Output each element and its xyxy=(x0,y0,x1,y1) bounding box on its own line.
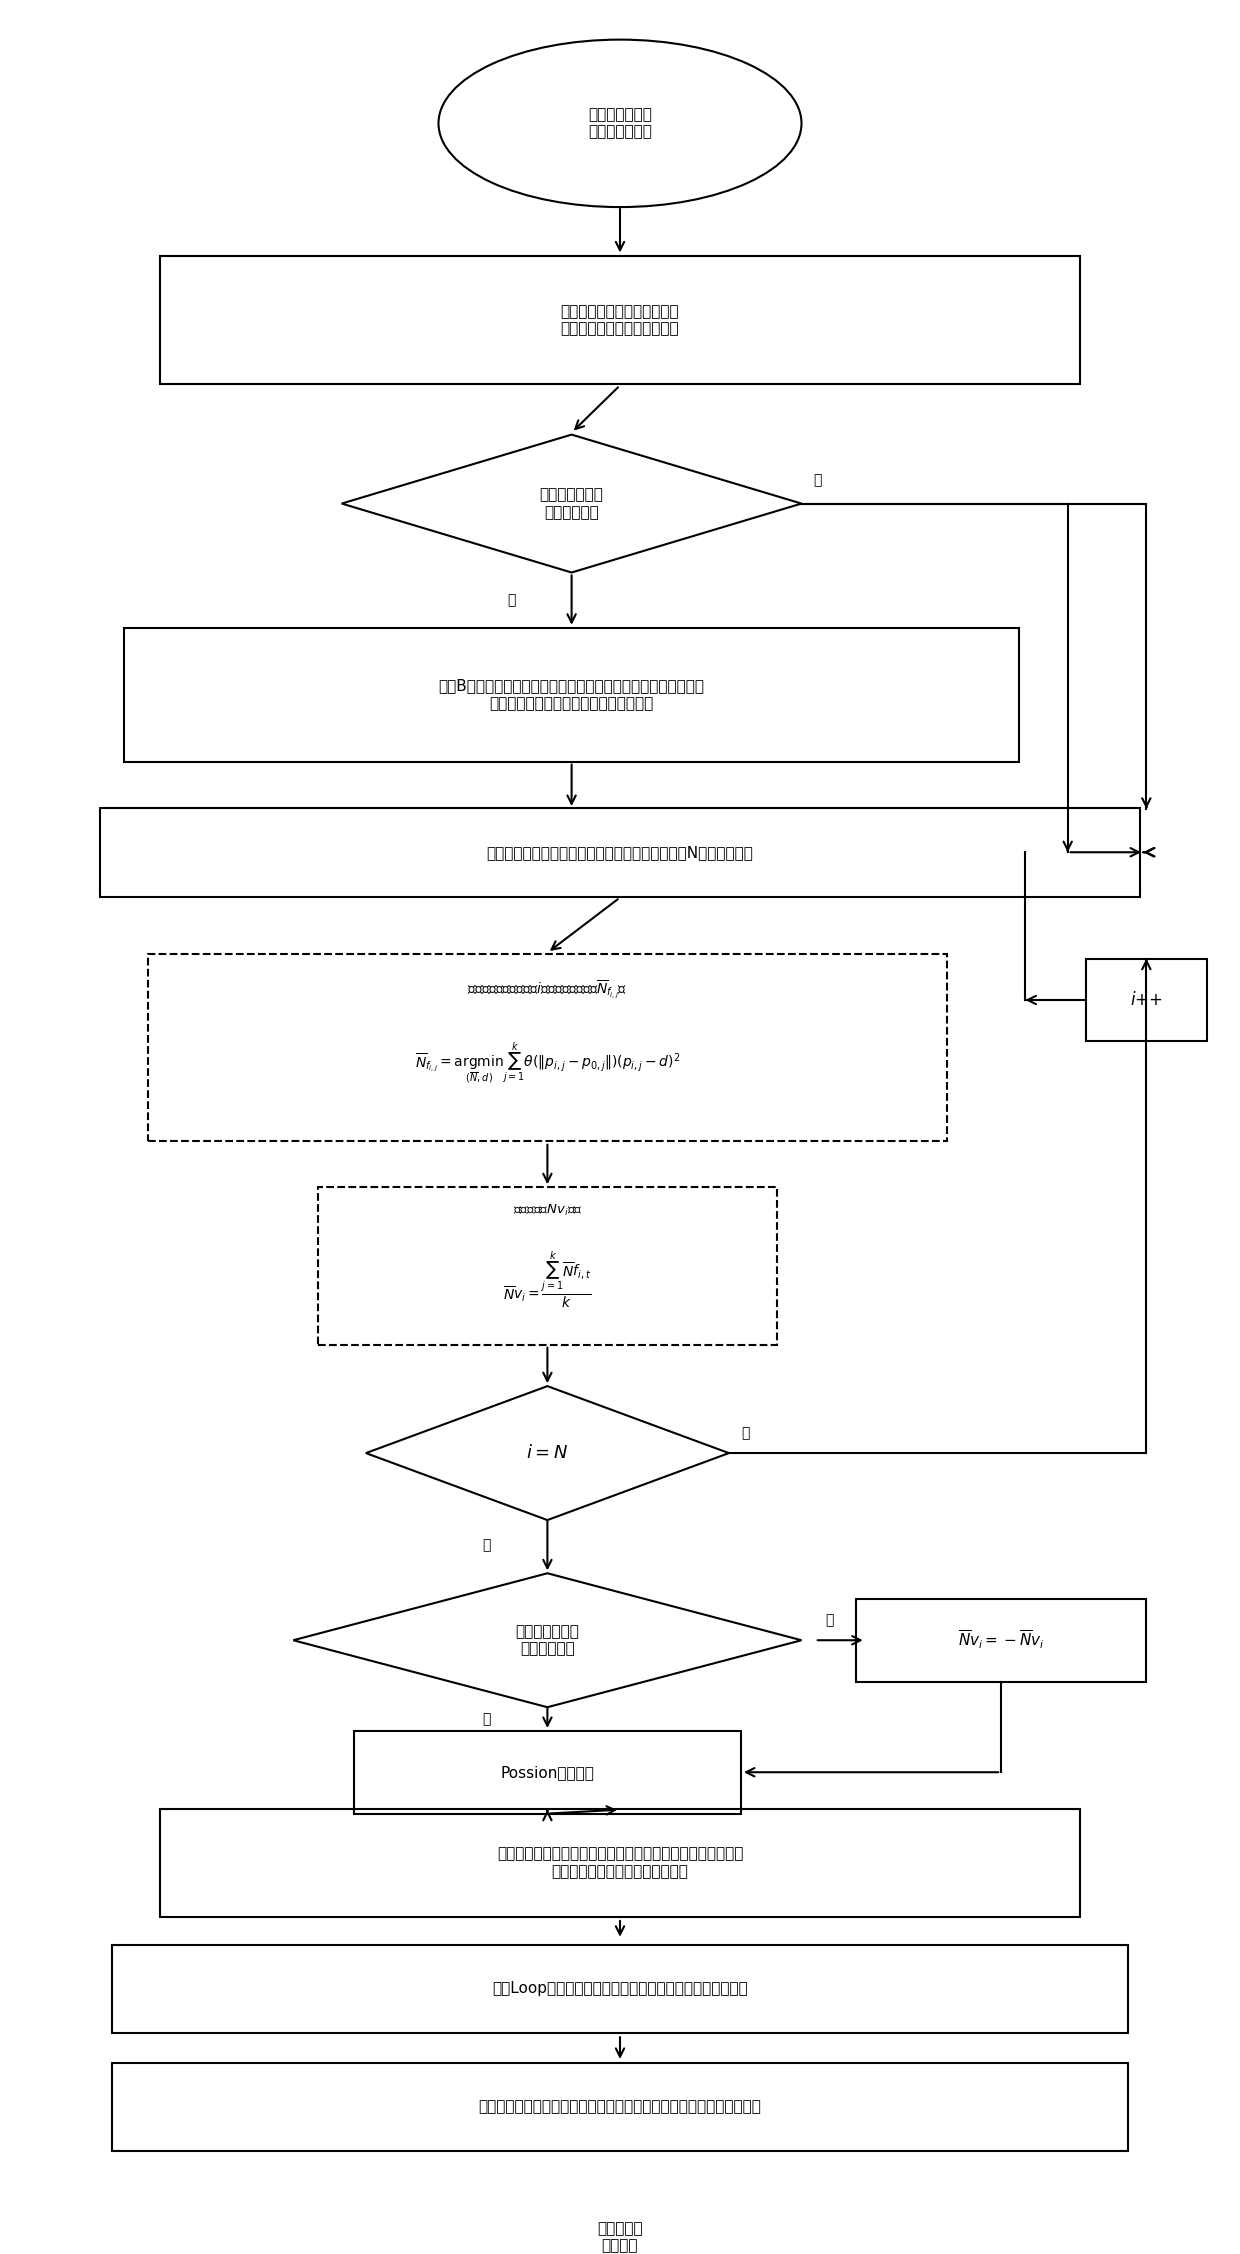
Text: 是: 是 xyxy=(507,593,516,606)
Text: 否: 否 xyxy=(826,1614,835,1627)
Text: 是: 是 xyxy=(482,1539,491,1553)
Text: 否: 否 xyxy=(813,473,822,487)
Text: 用最小二乘法计算顶点$i$局部邻接平面向量$\overline{N}_{f_{i,j}}$：: 用最小二乘法计算顶点$i$局部邻接平面向量$\overline{N}_{f_{i… xyxy=(467,978,627,1001)
Text: 利用B样条算法拟合每一个多边形上的离散点，根据设置的重采样
倍数将拟合的光滑曲线重采样为离散点列: 利用B样条算法拟合每一个多边形上的离散点，根据设置的重采样 倍数将拟合的光滑曲线… xyxy=(439,678,704,710)
Text: $i$++: $i$++ xyxy=(1130,992,1163,1010)
Text: Possion曲面重构: Possion曲面重构 xyxy=(501,1765,594,1781)
Text: 是: 是 xyxy=(482,1713,491,1727)
Text: $\overline{N}_{f_{i,j}} = \underset{(\overline{N},d)}{\mathrm{argmin}} \sum_{j=1: $\overline{N}_{f_{i,j}} = \underset{(\ov… xyxy=(414,1041,680,1086)
Text: 离散点的法向量
是否向外发散: 离散点的法向量 是否向外发散 xyxy=(516,1625,579,1657)
Text: 否: 否 xyxy=(742,1427,749,1440)
Text: 将原始离散点在三个维度上的
数据范围正则化到相同数量级: 将原始离散点在三个维度上的 数据范围正则化到相同数量级 xyxy=(560,304,680,336)
Text: 将所有顶点在三个维度上的数据范围反正则化到原始离散点的数据范围: 将所有顶点在三个维度上的数据范围反正则化到原始离散点的数据范围 xyxy=(479,2101,761,2114)
Text: 输出地质体
拟合曲面: 输出地质体 拟合曲面 xyxy=(598,2220,642,2254)
Text: 将所有多边形上的离散点列合并为一个新的数量为N无序离散点列: 将所有多边形上的离散点列合并为一个新的数量为N无序离散点列 xyxy=(486,845,754,859)
Text: 是否对原始离散
点进行重采样: 是否对原始离散 点进行重采样 xyxy=(539,487,604,521)
Text: 采用Loop细分算法对三角网格进行细分，使其趋于光滑曲面: 采用Loop细分算法对三角网格进行细分，使其趋于光滑曲面 xyxy=(492,1981,748,1997)
Text: $\overline{N}v_i = \dfrac{\sum_{j=1}^{k} \overline{N}f_{i,t}}{k}$: $\overline{N}v_i = \dfrac{\sum_{j=1}^{k}… xyxy=(503,1249,591,1310)
Text: $\overline{N}v_i = -\overline{N}v_i$: $\overline{N}v_i = -\overline{N}v_i$ xyxy=(957,1630,1044,1652)
Text: 遍历每个网格顶点，用它们邻域内所有点的坐标的平均值代替
原坐标，消除网格顶点的局部异常: 遍历每个网格顶点，用它们邻域内所有点的坐标的平均值代替 原坐标，消除网格顶点的局… xyxy=(497,1846,743,1880)
Text: 地震构造解释的
稀疏离散点数据: 地震构造解释的 稀疏离散点数据 xyxy=(588,108,652,140)
Text: $i = N$: $i = N$ xyxy=(526,1445,568,1463)
Text: 顶点法向量$Nv_i$为：: 顶点法向量$Nv_i$为： xyxy=(512,1204,582,1219)
